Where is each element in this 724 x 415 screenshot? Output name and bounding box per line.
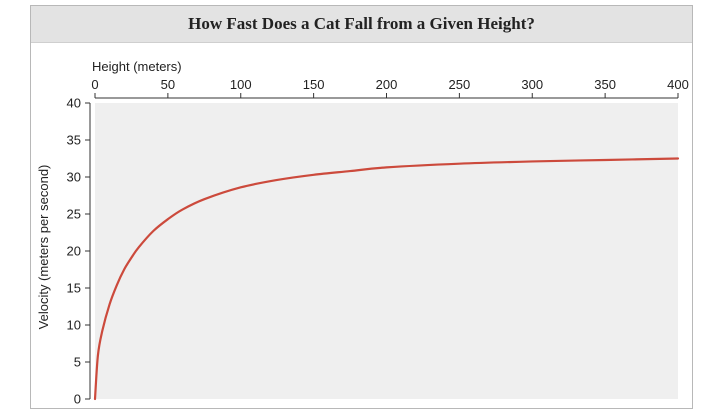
- x-axis: 0 50 100 150 200 250 300 350 400: [91, 77, 689, 99]
- series-layer: [93, 157, 680, 401]
- y-tick-label: 30: [67, 170, 81, 185]
- y-axis-label: Velocity (meters per second): [36, 165, 51, 330]
- y-tick-label: 10: [67, 318, 81, 333]
- series-line: [93, 157, 680, 401]
- title-bar: How Fast Does a Cat Fall from a Given He…: [31, 6, 692, 43]
- y-tick-label: 20: [67, 244, 81, 259]
- y-tick-label: 25: [67, 207, 81, 222]
- x-tick-label: 400: [667, 77, 689, 92]
- x-tick-label: 150: [303, 77, 325, 92]
- x-tick-label: 350: [594, 77, 616, 92]
- x-tick-label: 50: [161, 77, 175, 92]
- y-tick-label: 5: [74, 355, 81, 370]
- y-axis: 0 5 10 15 20 25 30 35 40: [67, 96, 91, 407]
- y-tick-label: 40: [67, 96, 81, 111]
- y-tick-label: 0: [74, 392, 81, 407]
- x-tick-label: 0: [91, 77, 98, 92]
- x-tick-label: 300: [521, 77, 543, 92]
- x-tick-label: 250: [449, 77, 471, 92]
- y-tick-label: 15: [67, 281, 81, 296]
- x-axis-label: Height (meters): [92, 59, 182, 74]
- y-tick-label: 35: [67, 133, 81, 148]
- x-tick-label: 200: [376, 77, 398, 92]
- plot-area: [95, 103, 678, 399]
- chart-title: How Fast Does a Cat Fall from a Given He…: [188, 14, 535, 33]
- x-tick-label: 100: [230, 77, 252, 92]
